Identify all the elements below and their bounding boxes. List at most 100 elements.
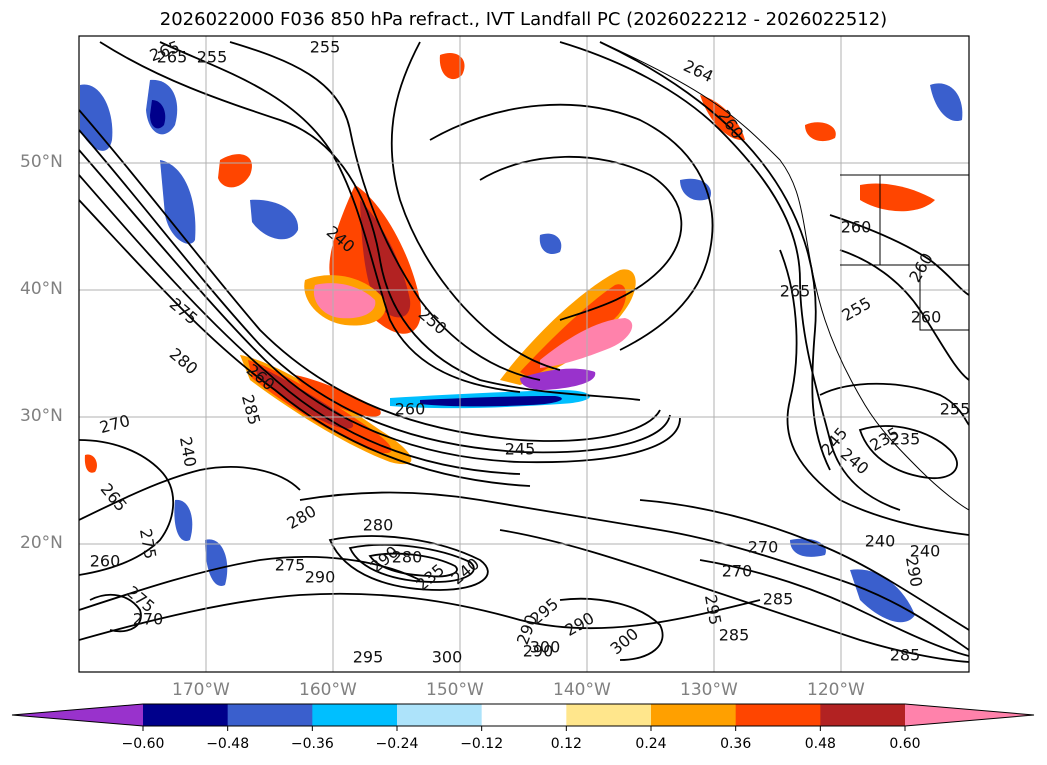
contour-line [79, 149, 681, 464]
lon-label-130w: 130°W [680, 680, 738, 700]
contour-line [559, 41, 901, 511]
colorbar-tick-label: −0.48 [206, 736, 250, 752]
contour-line [699, 559, 969, 657]
chart-title: 2026022000 F036 850 hPa refract., IVT La… [159, 9, 888, 30]
lat-label-20: 20°N [20, 533, 63, 553]
contour-line [368, 552, 458, 578]
colorbar-extend-high [905, 704, 1034, 726]
contour-label: 285 [763, 590, 794, 609]
contour-label: 240 [865, 532, 896, 551]
colorbar-tick-label: −0.60 [121, 736, 165, 752]
contour-line [79, 466, 301, 521]
shade-region [540, 318, 633, 368]
contour-label: 270 [722, 562, 753, 581]
colorbar-segment [312, 704, 398, 726]
colorbar-segment [651, 704, 737, 726]
colorbar-tick-label: 0.36 [720, 736, 752, 752]
shade-region [805, 122, 836, 142]
contour-label: 290 [305, 568, 336, 587]
shade-region [160, 160, 196, 244]
contour-label: 260 [395, 400, 426, 419]
contour-label: 260 [90, 552, 121, 571]
contour-line [89, 593, 142, 633]
colorbar-segment [227, 704, 313, 726]
colorbar-segment [820, 704, 906, 726]
contour-label: 255 [310, 38, 341, 57]
colorbar-tick-label: 0.48 [804, 736, 836, 752]
lat-label-50: 50°N [20, 152, 63, 172]
contour-line [390, 41, 561, 371]
contour-label: 280 [363, 516, 394, 535]
contour-line [79, 592, 761, 641]
contour-line [559, 597, 664, 661]
shade-region [930, 83, 963, 122]
lon-label-150w: 150°W [426, 680, 484, 700]
contour-line [299, 491, 969, 651]
contour-label: 285 [890, 646, 921, 665]
shade-region [218, 154, 252, 188]
colorbar-tick-label: −0.36 [290, 736, 334, 752]
refractivity-shading [80, 52, 963, 623]
shade-region [313, 283, 376, 319]
contour-line [779, 249, 969, 536]
contour-label: 245 [505, 440, 536, 459]
contour-label: 240 [910, 542, 941, 561]
contour-line [819, 382, 969, 426]
colorbar-segment [566, 704, 652, 726]
colorbar [11, 703, 1035, 731]
contour-line [159, 41, 521, 393]
shade-region [80, 84, 113, 151]
colorbar-segment [735, 704, 821, 726]
shade-region [860, 183, 935, 212]
lon-label-120w: 120°W [807, 680, 865, 700]
contour-line [328, 535, 489, 591]
contour-line [499, 529, 969, 663]
contour-label: 300 [530, 638, 561, 657]
contour-line [99, 41, 641, 401]
colorbar-segment [481, 704, 567, 726]
shade-region [250, 199, 299, 240]
shade-region [420, 396, 562, 407]
map-frame [78, 35, 970, 673]
shade-region [205, 539, 228, 586]
colorbar-segment [143, 704, 229, 726]
colorbar-extend-low [12, 704, 143, 726]
contour-label: 285 [719, 626, 750, 645]
contour-label: 235 [890, 430, 921, 449]
shade-region [539, 233, 562, 255]
contour-line [829, 214, 969, 296]
contour-label: 260 [841, 218, 872, 237]
shade-region [84, 454, 97, 473]
shade-region [150, 100, 166, 129]
shade-region [520, 368, 596, 390]
contour-line [79, 199, 531, 487]
contour-line [599, 41, 831, 471]
contour-line [79, 439, 175, 576]
contour-label: 265 [780, 282, 811, 301]
contour-line [79, 556, 421, 611]
contour-label: 255 [197, 48, 228, 67]
shade-region [680, 178, 711, 201]
contour-label: 265 [157, 48, 188, 67]
lat-label-40: 40°N [20, 279, 63, 299]
lon-label-140w: 140°W [553, 680, 611, 700]
refractivity-contours [79, 41, 969, 663]
lon-label-170w: 170°W [172, 680, 230, 700]
colorbar-segment [397, 704, 483, 726]
contour-line [348, 543, 475, 583]
shade-region [439, 52, 465, 80]
lon-label-160w: 160°W [299, 680, 357, 700]
colorbar-tick-label: 0.60 [889, 736, 921, 752]
contour-label: 275 [275, 556, 306, 575]
contour-line [639, 499, 969, 631]
contour-line [479, 155, 683, 321]
shade-region [295, 375, 381, 417]
contour-line [858, 425, 958, 479]
shade-region [850, 569, 915, 623]
shade-region [700, 95, 745, 141]
colorbar-tick-label: −0.24 [375, 736, 419, 752]
contour-line [229, 41, 541, 381]
lat-label-30: 30°N [20, 406, 63, 426]
contour-line [79, 109, 661, 442]
contour-label: 290 [523, 642, 554, 661]
